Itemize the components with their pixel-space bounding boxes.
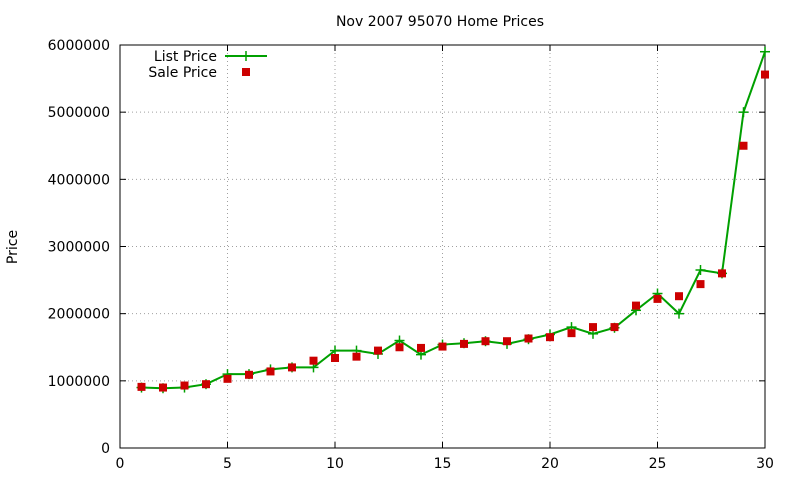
sale-price-point — [567, 329, 576, 338]
sale-price-point — [503, 337, 511, 346]
sale-price-point — [223, 374, 232, 383]
x-tick-label: 0 — [116, 456, 125, 472]
sale-price-point — [696, 280, 705, 289]
sale-price-point — [352, 352, 361, 361]
x-tick-label: 30 — [756, 456, 774, 472]
legend-label: Sale Price — [148, 65, 217, 81]
list-price-point — [695, 265, 706, 276]
sale-price-point — [417, 343, 425, 352]
x-tick-label: 5 — [223, 456, 232, 472]
legend-label: List Price — [154, 49, 217, 65]
sale-price-point — [266, 367, 275, 376]
sale-price-point — [675, 292, 683, 301]
y-tick-label: 4000000 — [48, 172, 110, 188]
sale-price-point — [653, 294, 662, 303]
axes: 0 1000000 2000000 3000000 4000000 5000000 6000… — [48, 38, 774, 472]
sale-price-point — [245, 370, 253, 379]
grid-lines — [120, 45, 765, 448]
legend-marker — [241, 51, 251, 61]
sale-price-point — [180, 381, 189, 390]
sale-price-point — [374, 346, 382, 355]
sale-price-point — [331, 353, 339, 362]
sale-price-point — [288, 363, 296, 372]
sale-price-point — [438, 342, 447, 351]
sale-price-point — [546, 333, 554, 342]
y-tick-label: 1000000 — [48, 374, 110, 390]
sale-price-point — [524, 334, 533, 343]
series-1 — [137, 70, 769, 392]
sale-price-point — [202, 380, 210, 389]
plot-area — [136, 46, 770, 394]
list-price-line — [141, 51, 766, 390]
chart-title: Nov 2007 95070 Home Prices — [336, 14, 544, 30]
sale-price-point — [481, 337, 490, 346]
y-axis-label: Price — [5, 230, 21, 264]
sale-price-point — [739, 141, 748, 150]
list-price-point — [738, 107, 749, 118]
sale-price-point — [589, 323, 597, 332]
sale-price-point — [395, 343, 404, 352]
list-price-point — [674, 308, 684, 319]
plot-frame — [119, 44, 766, 449]
sale-price-point — [610, 323, 619, 332]
sale-price-point — [718, 269, 726, 278]
list-price-point — [330, 345, 340, 356]
sale-price-point — [761, 70, 769, 79]
sale-price-point — [137, 382, 146, 391]
x-tick-label: 20 — [541, 456, 559, 472]
x-tick-label: 25 — [649, 456, 667, 472]
y-tick-label: 0 — [101, 441, 110, 457]
sale-price-point — [632, 301, 640, 310]
sale-price-point — [309, 356, 318, 365]
y-tick-label: 3000000 — [48, 240, 110, 256]
sale-price-point — [159, 383, 167, 392]
list-price-point — [760, 46, 770, 57]
x-tick-label: 10 — [326, 456, 344, 472]
series-0 — [136, 46, 770, 394]
sale-price-point — [460, 339, 468, 348]
legend-marker — [242, 68, 250, 76]
y-tick-label: 5000000 — [48, 105, 110, 121]
y-tick-label: 2000000 — [48, 307, 110, 323]
y-tick-label: 6000000 — [48, 38, 110, 54]
x-tick-label: 15 — [434, 456, 452, 472]
